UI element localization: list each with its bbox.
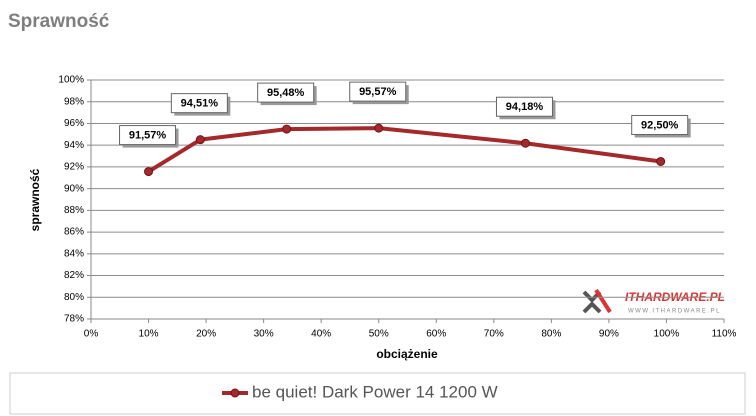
y-tick-label: 100%	[58, 75, 84, 86]
y-tick-label: 90%	[64, 183, 84, 194]
y-tick-label: 82%	[64, 270, 84, 281]
x-axis-label: obciążenie	[376, 347, 438, 361]
data-label: 91,57%	[129, 129, 167, 141]
y-tick-label: 96%	[64, 118, 84, 129]
y-tick-label: 92%	[64, 162, 84, 173]
legend-label: be quiet! Dark Power 14 1200 W	[252, 382, 498, 401]
legend-box	[9, 372, 746, 415]
y-tick-label: 94%	[64, 140, 84, 151]
x-tick-label: 50%	[369, 329, 389, 340]
x-tick-label: 80%	[541, 329, 561, 340]
x-tick-label: 30%	[254, 329, 274, 340]
data-label: 95,57%	[359, 86, 397, 98]
data-label-box	[170, 93, 228, 114]
x-tick-label: 110%	[712, 329, 737, 340]
data-label-box	[257, 82, 315, 103]
y-tick-label: 98%	[64, 96, 84, 107]
watermark-url: WWW.ITHARDWARE.PL	[628, 309, 721, 315]
chart-title: Sprawność	[8, 11, 110, 32]
x-tick-label: 70%	[484, 329, 504, 340]
data-label: 92,50%	[641, 119, 679, 131]
data-point	[520, 138, 530, 148]
data-label-box	[495, 96, 553, 117]
data-label: 94,51%	[181, 98, 219, 110]
x-tick-label: 100%	[654, 329, 680, 340]
y-axis-label: sprawność	[28, 168, 42, 231]
data-point	[656, 156, 666, 166]
x-tick-label: 40%	[311, 329, 331, 340]
y-tick-label: 88%	[64, 205, 84, 216]
data-point	[282, 124, 292, 134]
data-point	[195, 135, 205, 145]
series-line	[147, 126, 661, 174]
y-tick-label: 78%	[64, 314, 84, 325]
data-label: 94,18%	[506, 101, 544, 113]
data-label-box	[631, 114, 689, 135]
watermark: ITHARDWARE.PL WWW.ITHARDWARE.PL	[582, 288, 725, 315]
logo-icon	[594, 288, 612, 314]
data-point	[374, 123, 384, 133]
y-tick-label: 84%	[64, 248, 84, 259]
data-label: 95,48%	[267, 87, 305, 99]
x-tick-label: 0%	[84, 329, 99, 340]
y-tick-label: 86%	[64, 227, 84, 238]
x-tick-label: 60%	[426, 329, 446, 340]
data-point	[144, 167, 154, 177]
x-tick-label: 20%	[196, 329, 216, 340]
legend-marker	[230, 388, 240, 398]
data-label-box	[119, 125, 177, 146]
data-label-box	[349, 81, 407, 102]
x-tick-label: 90%	[599, 329, 619, 340]
y-tick-label: 80%	[64, 292, 84, 303]
x-tick-label: 10%	[139, 329, 159, 340]
